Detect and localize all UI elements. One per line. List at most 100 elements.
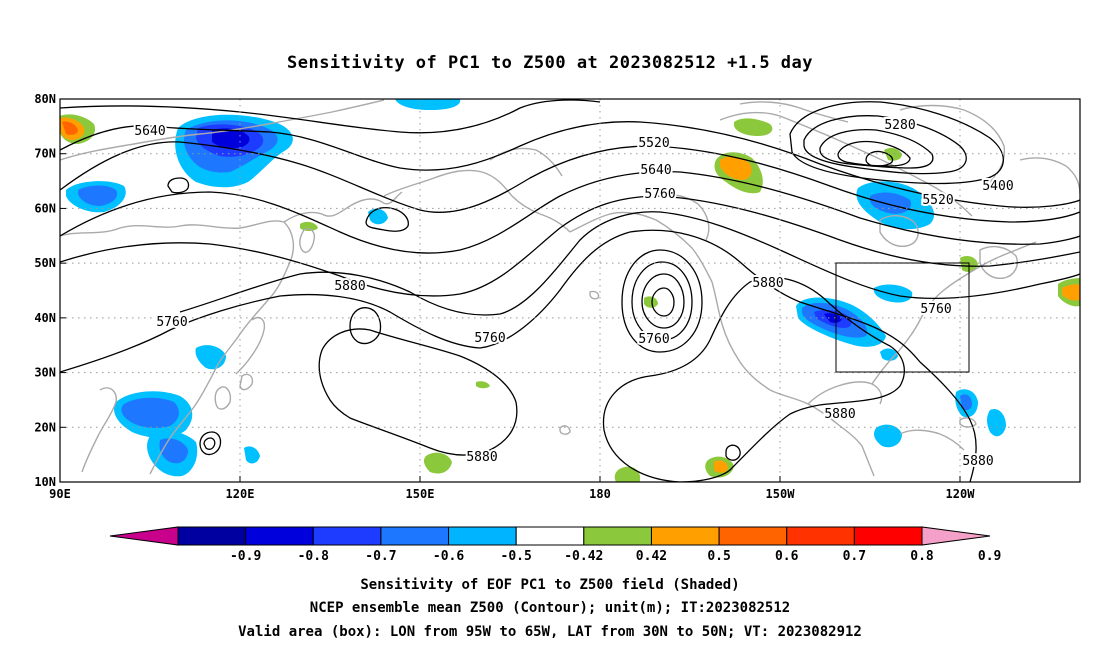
contour-line bbox=[349, 307, 382, 345]
shade-region bbox=[78, 185, 118, 206]
contour-label: 5760 bbox=[474, 331, 505, 346]
colorbar-swatch bbox=[853, 526, 923, 546]
caption-line-3: Valid area (box): LON from 95W to 65W, L… bbox=[238, 624, 862, 640]
shade-region bbox=[212, 128, 250, 149]
coastline bbox=[807, 381, 883, 405]
contour-line bbox=[651, 287, 675, 317]
contour-line bbox=[203, 437, 216, 450]
contour-line bbox=[803, 115, 967, 175]
coastline bbox=[739, 101, 849, 123]
lat-tick-label: 80N bbox=[34, 92, 56, 106]
contour-line bbox=[865, 150, 894, 167]
lat-tick-label: 30N bbox=[34, 366, 56, 380]
contour-label: 5880 bbox=[824, 407, 855, 422]
colorbar-label: 0.7 bbox=[843, 549, 866, 564]
coastline bbox=[899, 429, 965, 451]
colorbar-label: 0.6 bbox=[775, 549, 799, 564]
contour-line bbox=[60, 121, 1080, 208]
contour-labels: 5640 5520 5640 5760 5280 5400 5520 5880 … bbox=[132, 116, 1015, 471]
lat-tick-label: 70N bbox=[34, 147, 56, 161]
shade-region bbox=[476, 381, 490, 389]
contour-line bbox=[199, 431, 222, 456]
shade-region bbox=[824, 313, 842, 323]
shade-region bbox=[121, 397, 179, 428]
contour-line bbox=[60, 229, 977, 482]
colorbar-low-triangle bbox=[109, 526, 179, 546]
lat-tick-label: 20N bbox=[34, 420, 56, 434]
contour-label: 5640 bbox=[134, 124, 165, 139]
shade-region bbox=[1062, 284, 1080, 301]
contour-label: 5400 bbox=[982, 179, 1013, 194]
coastline bbox=[81, 387, 117, 473]
colorbar-label: -0.8 bbox=[298, 549, 329, 564]
coastline bbox=[559, 425, 571, 435]
colorbar-swatch bbox=[650, 526, 720, 546]
coastline bbox=[283, 191, 403, 223]
contour-line bbox=[819, 128, 934, 169]
colorbar-label: -0.9 bbox=[230, 549, 261, 564]
colorbar-label: -0.6 bbox=[433, 549, 464, 564]
coastline bbox=[879, 215, 919, 247]
contour-line bbox=[60, 141, 1080, 223]
contour-label: 5760 bbox=[156, 315, 187, 330]
colorbar-swatch bbox=[718, 526, 788, 546]
shade-region bbox=[714, 460, 728, 473]
lat-tick-label: 50N bbox=[34, 256, 56, 270]
contour-label: 5880 bbox=[962, 454, 993, 469]
contour-line bbox=[602, 277, 905, 482]
shade-region bbox=[244, 446, 260, 464]
shade-region bbox=[873, 284, 913, 303]
coastline bbox=[719, 111, 973, 217]
contour-line bbox=[837, 140, 911, 167]
colorbar-swatch bbox=[583, 526, 652, 546]
contour-label: 5880 bbox=[334, 279, 365, 294]
contour-label: 5880 bbox=[466, 450, 497, 465]
contour-label: 5640 bbox=[640, 163, 671, 178]
shade-region bbox=[884, 147, 902, 161]
contour-label: 5760 bbox=[920, 302, 951, 317]
coastline bbox=[214, 386, 232, 410]
lon-tick-label: 150W bbox=[766, 487, 796, 501]
contour-line bbox=[641, 273, 685, 329]
sensitivity-shading bbox=[60, 99, 1080, 482]
colorbar-label: 0.8 bbox=[910, 549, 934, 564]
shade-region bbox=[423, 452, 452, 474]
contour-line bbox=[60, 99, 601, 134]
colorbar-label: 0.5 bbox=[707, 549, 730, 564]
z500-contours bbox=[60, 99, 1080, 482]
contour-line bbox=[318, 328, 518, 456]
lat-lon-grid bbox=[60, 99, 1080, 482]
coastline bbox=[239, 373, 254, 391]
contour-line bbox=[725, 444, 741, 461]
colorbar-swatch bbox=[245, 526, 314, 546]
lon-tick-label: 180 bbox=[589, 487, 611, 501]
coastline bbox=[569, 211, 771, 391]
contour-label: 5760 bbox=[644, 187, 675, 202]
contour-label: 5880 bbox=[752, 276, 783, 291]
colorbar-swatch bbox=[515, 526, 585, 546]
colorbar-label: -0.5 bbox=[501, 549, 532, 564]
colorbar: -0.9 -0.8 -0.7 -0.6 -0.5 -0.42 0.42 0.5 0.6 0.7 0.… bbox=[109, 526, 1001, 564]
contour-line bbox=[631, 261, 693, 341]
coastline bbox=[1019, 157, 1080, 195]
coastline bbox=[959, 417, 977, 428]
shade-region bbox=[395, 99, 461, 110]
shade-region bbox=[368, 208, 388, 225]
caption-line-1: Sensitivity of EOF PC1 to Z500 field (Sh… bbox=[360, 577, 739, 593]
contour-label: 5520 bbox=[922, 193, 953, 208]
shade-region bbox=[880, 348, 898, 361]
contour-line bbox=[60, 195, 1080, 297]
lat-tick-label: 40N bbox=[34, 311, 56, 325]
map-frame bbox=[59, 98, 1081, 483]
lon-tick-label: 90E bbox=[49, 487, 71, 501]
colorbar-label: -0.42 bbox=[564, 549, 603, 564]
caption-line-2: NCEP ensemble mean Z500 (Contour); unit(… bbox=[310, 600, 790, 616]
shade-region bbox=[720, 156, 752, 180]
coastline bbox=[649, 193, 710, 241]
colorbar-high-triangle bbox=[921, 526, 991, 546]
map-axes: 90E120E150E180150W120W90W60W80N70N60N50N… bbox=[34, 92, 975, 501]
contour-line bbox=[179, 211, 1080, 316]
shade-region bbox=[987, 408, 1006, 437]
colorbar-swatch bbox=[380, 526, 450, 546]
shade-region bbox=[874, 424, 902, 448]
